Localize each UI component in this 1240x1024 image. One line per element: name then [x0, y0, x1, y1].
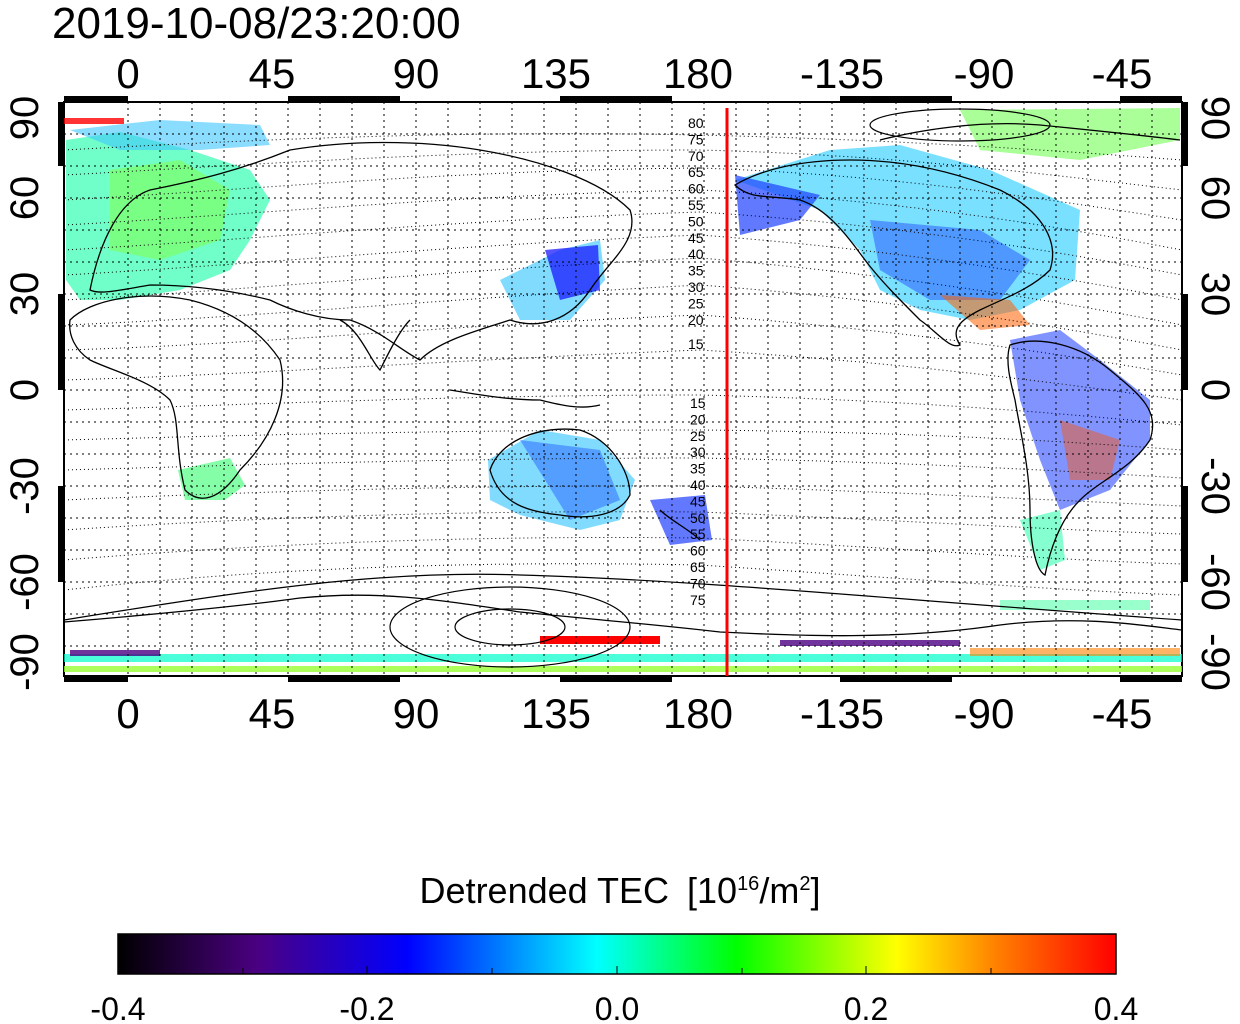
contour-label: 55 [688, 197, 704, 213]
contour-label: 45 [688, 230, 704, 246]
timestamp-title: 2019-10-08/23:20:00 [52, 0, 461, 48]
colorbar-title: Detrended TEC [1016/m2] [0, 870, 1240, 912]
lon-tick-bottom: 90 [393, 690, 440, 737]
unit-exponent: 16 [737, 873, 760, 895]
lon-tick-top: -45 [1092, 50, 1153, 97]
lon-tick-bottom: -90 [954, 690, 1015, 737]
unit-suffix: ] [810, 870, 821, 911]
lon-tick-top: 45 [249, 50, 296, 97]
contour-label: 20 [690, 411, 706, 427]
colorbar-label: Detrended TEC [419, 870, 670, 911]
coastlines [64, 123, 1182, 637]
lon-tick-top: -135 [800, 50, 884, 97]
colorbar-ticks: -0.4 -0.2 0.0 0.2 0.4 [90, 991, 1138, 1024]
lat-tick-left: 60 [3, 176, 47, 221]
contour-label: 15 [688, 336, 704, 352]
lat-tick-right: 30 [1193, 272, 1237, 317]
colorbar-tick-marks [117, 966, 1117, 974]
frame-bars [58, 96, 1188, 682]
lon-tick-bottom: -135 [800, 690, 884, 737]
contour-label: 25 [688, 295, 704, 311]
lat-ticks-left: 90 60 30 0 -30 -60 -90 [3, 96, 47, 691]
contour-label: 60 [690, 543, 706, 559]
lat-tick-right: -60 [1193, 553, 1237, 611]
contour-label: 60 [688, 181, 704, 197]
lat-tick-left: -90 [3, 633, 47, 691]
lon-tick-top: 0 [116, 50, 139, 97]
lat-tick-left: -60 [3, 553, 47, 611]
contour-label: 30 [688, 279, 704, 295]
colorbar-tick: 0.2 [844, 991, 888, 1024]
lat-tick-left: 0 [3, 379, 47, 401]
lon-tick-top: -90 [954, 50, 1015, 97]
lon-tick-top: 135 [521, 50, 591, 97]
lat-tick-left: 90 [3, 96, 47, 141]
colorbar-tick: 0.4 [1094, 991, 1138, 1024]
colorbar-unit: [1016/m2] [687, 870, 820, 911]
contour-label: 40 [690, 477, 706, 493]
contour-label: 35 [690, 461, 706, 477]
contour-label: 40 [688, 246, 704, 262]
lon-tick-bottom: -45 [1092, 690, 1153, 737]
lat-tick-left: 30 [3, 272, 47, 317]
contour-label: 30 [690, 444, 706, 460]
lat-tick-right: 90 [1193, 96, 1237, 141]
lon-tick-bottom: 45 [249, 690, 296, 737]
lat-ticks-right: 90 60 30 0 -30 -60 -90 [1193, 96, 1237, 691]
lon-tick-bottom: 135 [521, 690, 591, 737]
lon-tick-bottom: 180 [663, 690, 733, 737]
colorbar-tick: 0.0 [595, 991, 639, 1024]
contour-label: 25 [690, 428, 706, 444]
unit-prefix: [10 [687, 870, 738, 911]
polar-contours [64, 108, 1182, 668]
colorbar-tick: -0.2 [339, 991, 394, 1024]
contour-label: 70 [690, 575, 706, 591]
contour-label: 75 [690, 592, 706, 608]
lat-tick-right: -30 [1193, 457, 1237, 515]
magnetic-contours [64, 133, 1182, 596]
contour-label: 55 [690, 526, 706, 542]
contour-label: 70 [688, 148, 704, 164]
unit-mid: /m [759, 870, 800, 911]
contour-label: 50 [688, 213, 704, 229]
contour-label: 15 [690, 395, 706, 411]
lon-tick-bottom: 0 [116, 690, 139, 737]
colorbar-tick: -0.4 [90, 991, 145, 1024]
lat-tick-right: -90 [1193, 633, 1237, 691]
contour-label: 65 [690, 559, 706, 575]
contour-label: 20 [688, 312, 704, 328]
lat-tick-left: -30 [3, 457, 47, 515]
lat-tick-right: 0 [1193, 379, 1237, 401]
lat-tick-right: 60 [1193, 176, 1237, 221]
contour-label: 65 [688, 164, 704, 180]
contour-label: 75 [688, 131, 704, 147]
lon-ticks-top: 0 45 90 135 180 -135 -90 -45 [116, 50, 1152, 97]
contour-label: 45 [690, 493, 706, 509]
unit-exponent-2: 2 [799, 873, 811, 895]
contour-label: 80 [688, 115, 704, 131]
contour-label: 35 [688, 263, 704, 279]
lon-ticks-bottom: 0 45 90 135 180 -135 -90 -45 [116, 690, 1152, 737]
lon-tick-top: 90 [393, 50, 440, 97]
lon-tick-top: 180 [663, 50, 733, 97]
contour-label: 50 [690, 510, 706, 526]
